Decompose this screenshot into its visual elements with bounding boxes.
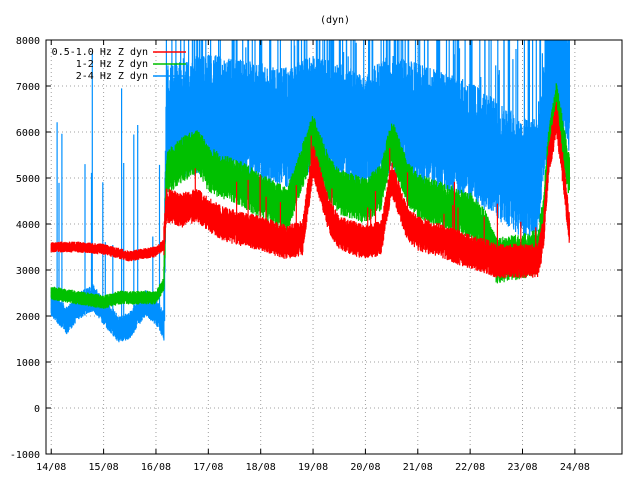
y-tick-label: 8000 bbox=[16, 36, 40, 47]
x-tick-label: 24/08 bbox=[560, 462, 590, 473]
x-tick-label: 22/08 bbox=[455, 462, 485, 473]
x-tick-label: 19/08 bbox=[298, 462, 328, 473]
x-tick-label: 16/08 bbox=[141, 462, 171, 473]
series-0 bbox=[50, 102, 570, 279]
y-tick-label: 1000 bbox=[16, 358, 40, 369]
series-2 bbox=[50, 40, 570, 343]
x-tick-label: 17/08 bbox=[193, 462, 223, 473]
plot-area bbox=[50, 40, 570, 343]
x-tick-label: 14/08 bbox=[36, 462, 66, 473]
legend-label: 2-4 Hz Z dyn bbox=[76, 71, 148, 82]
y-tick-label: 3000 bbox=[16, 266, 40, 277]
chart-title: (dyn) bbox=[320, 15, 350, 26]
x-tick-label: 18/08 bbox=[246, 462, 276, 473]
series-band bbox=[50, 102, 570, 279]
y-tick-label: 6000 bbox=[16, 128, 40, 139]
plot-frame bbox=[45, 39, 623, 455]
x-tick-label: 15/08 bbox=[89, 462, 119, 473]
y-tick-label: -1000 bbox=[10, 450, 40, 461]
y-tick-label: 0 bbox=[34, 404, 40, 415]
y-tick-label: 7000 bbox=[16, 82, 40, 93]
legend-label: 1-2 Hz Z dyn bbox=[76, 59, 148, 70]
series-band bbox=[50, 40, 570, 343]
legend-label: 0.5-1.0 Hz Z dyn bbox=[52, 47, 148, 58]
x-tick-label: 23/08 bbox=[507, 462, 537, 473]
x-tick-label: 21/08 bbox=[403, 462, 433, 473]
y-tick-label: 2000 bbox=[16, 312, 40, 323]
y-tick-label: 4000 bbox=[16, 220, 40, 231]
y-tick-label: 5000 bbox=[16, 174, 40, 185]
x-axis: 14/08 15/08 16/08 17/08 18/08 19/08 20/08 21/08… bbox=[36, 40, 590, 473]
x-tick-label: 20/08 bbox=[350, 462, 380, 473]
y-axis: -1000 0 1000 2000 3000 4000 5000 6000 7000 8000 bbox=[10, 36, 622, 461]
